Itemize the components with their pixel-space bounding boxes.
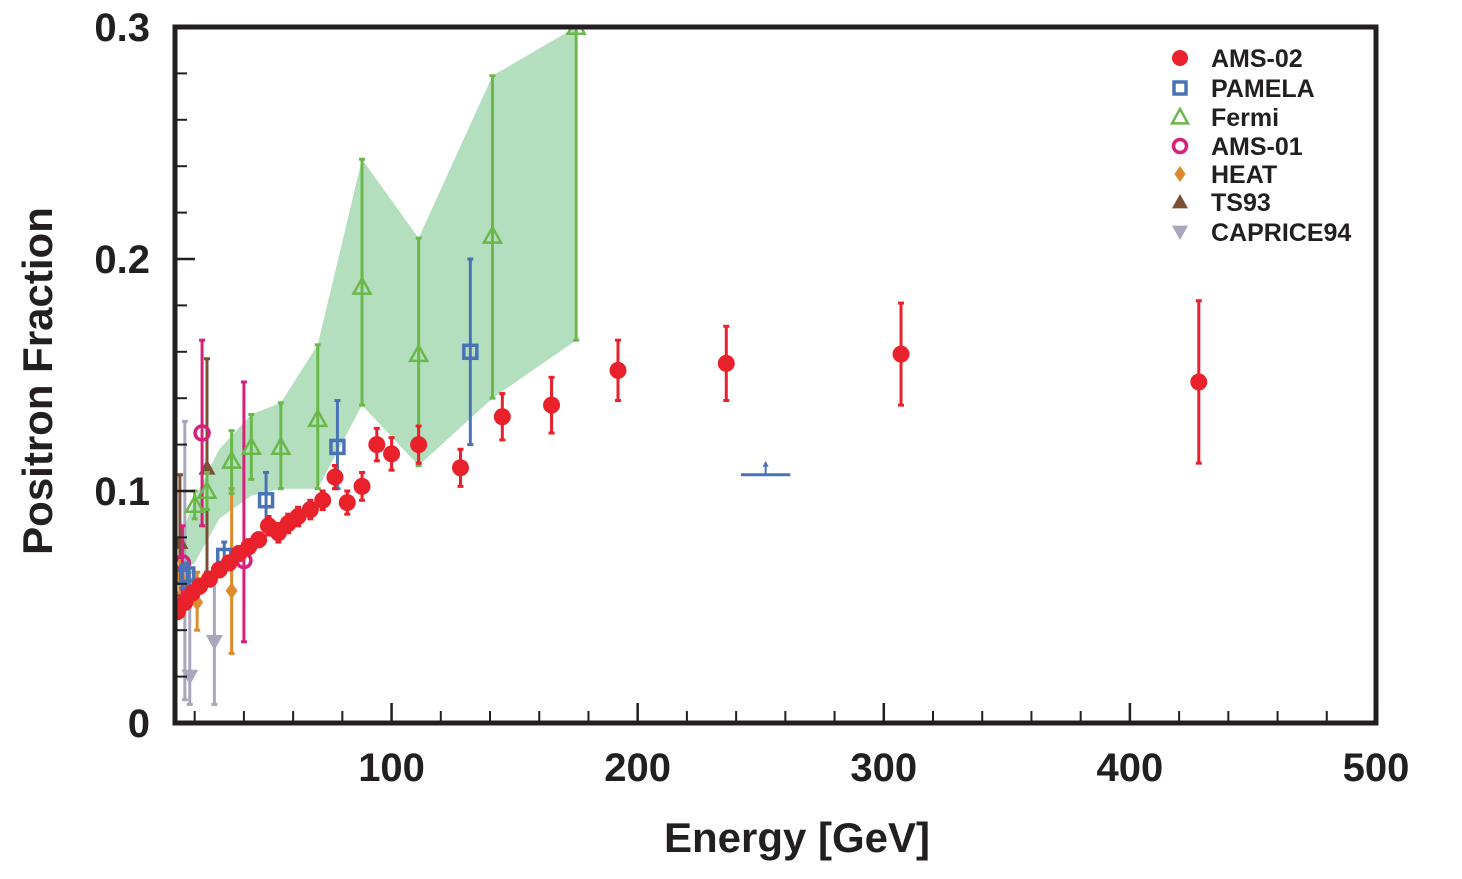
y-tick-label: 0 — [128, 702, 150, 746]
error-bar — [199, 338, 206, 528]
data-point — [193, 424, 211, 442]
data-point — [368, 436, 386, 454]
error-bar — [203, 470, 210, 512]
legend-item-pamela: PAMELA — [1172, 75, 1315, 103]
x-tick-label: 200 — [604, 746, 671, 790]
data-point — [565, 27, 587, 36]
data-point — [383, 445, 401, 463]
data-point — [184, 493, 206, 513]
legend-label: TS93 — [1211, 189, 1271, 217]
legend-marker — [1172, 50, 1188, 66]
legend-item-ams-01: AMS-01 — [1171, 133, 1303, 161]
error-bar — [228, 429, 235, 495]
legend-item-ams-02: AMS-02 — [1172, 45, 1303, 73]
error-bar — [467, 257, 474, 447]
data-point — [717, 354, 735, 372]
error-bar — [240, 380, 247, 644]
legend-label: CAPRICE94 — [1211, 219, 1351, 247]
error-bar — [489, 74, 496, 400]
plot-frame — [172, 24, 1379, 726]
annotation-arrow-head — [762, 460, 769, 467]
data-point — [410, 436, 428, 454]
data-point — [329, 438, 346, 456]
tick-layer: 100 200 300 400 500 0 0.1 0.2 0.3 — [94, 6, 1409, 790]
error-bar — [248, 412, 255, 481]
data-point — [353, 477, 371, 495]
data-point — [196, 479, 218, 500]
series-layer — [175, 27, 1208, 706]
data-point — [892, 345, 910, 363]
legend-marker — [1172, 225, 1188, 240]
legend-marker — [1169, 106, 1191, 125]
legend-label: HEAT — [1211, 161, 1277, 189]
legend-label: Fermi — [1211, 104, 1279, 132]
x-tick-label: 300 — [850, 746, 917, 790]
annotation-layer — [741, 460, 791, 477]
data-point — [205, 635, 223, 651]
legend-label: AMS-02 — [1211, 45, 1303, 73]
data-point — [225, 582, 238, 600]
data-point — [408, 343, 430, 363]
data-point — [351, 275, 373, 295]
data-point — [1190, 373, 1208, 391]
series-fermi — [184, 27, 587, 521]
data-point — [462, 343, 479, 361]
y-tick-label: 0.1 — [94, 470, 150, 514]
error-bar — [277, 401, 284, 491]
series-ams-02 — [175, 299, 1208, 621]
data-point — [179, 566, 196, 583]
error-bar — [314, 343, 321, 491]
legend-label: AMS-01 — [1211, 133, 1303, 161]
data-point — [451, 459, 469, 477]
data-point — [493, 408, 511, 426]
legend-item-fermi: Fermi — [1169, 104, 1279, 132]
legend-marker — [1171, 137, 1189, 155]
data-point — [270, 435, 292, 455]
y-axis-title: Positron Fraction — [14, 207, 61, 555]
error-bar — [181, 419, 188, 702]
data-point — [307, 408, 329, 428]
data-point — [338, 494, 356, 512]
legend-item-heat: HEAT — [1174, 161, 1277, 189]
data-point — [250, 531, 268, 549]
legend-marker — [1172, 194, 1188, 209]
error-bar — [359, 157, 366, 407]
data-point — [314, 491, 332, 509]
x-tick-label: 400 — [1097, 746, 1164, 790]
legend-item-caprice94: CAPRICE94 — [1172, 219, 1351, 247]
x-tick-label: 500 — [1343, 746, 1410, 790]
data-point — [543, 396, 561, 414]
data-point — [481, 224, 504, 244]
data-point — [609, 361, 627, 379]
legend-label: PAMELA — [1211, 75, 1315, 103]
y-tick-label: 0.3 — [94, 6, 150, 50]
fermi-band — [182, 27, 577, 573]
x-tick-label: 100 — [358, 746, 425, 790]
legend-item-ts93: TS93 — [1172, 189, 1271, 217]
data-point — [326, 468, 344, 486]
fermi-band-layer — [182, 27, 577, 573]
x-axis-title: Energy [GeV] — [664, 814, 930, 861]
data-point — [257, 492, 275, 509]
error-bar — [573, 27, 580, 342]
legend-marker — [1174, 166, 1186, 182]
data-point — [220, 449, 243, 469]
legend-marker — [1172, 80, 1188, 96]
data-point — [240, 435, 262, 455]
y-tick-label: 0.2 — [94, 238, 150, 282]
data-point — [181, 669, 199, 686]
data-point — [301, 501, 319, 519]
